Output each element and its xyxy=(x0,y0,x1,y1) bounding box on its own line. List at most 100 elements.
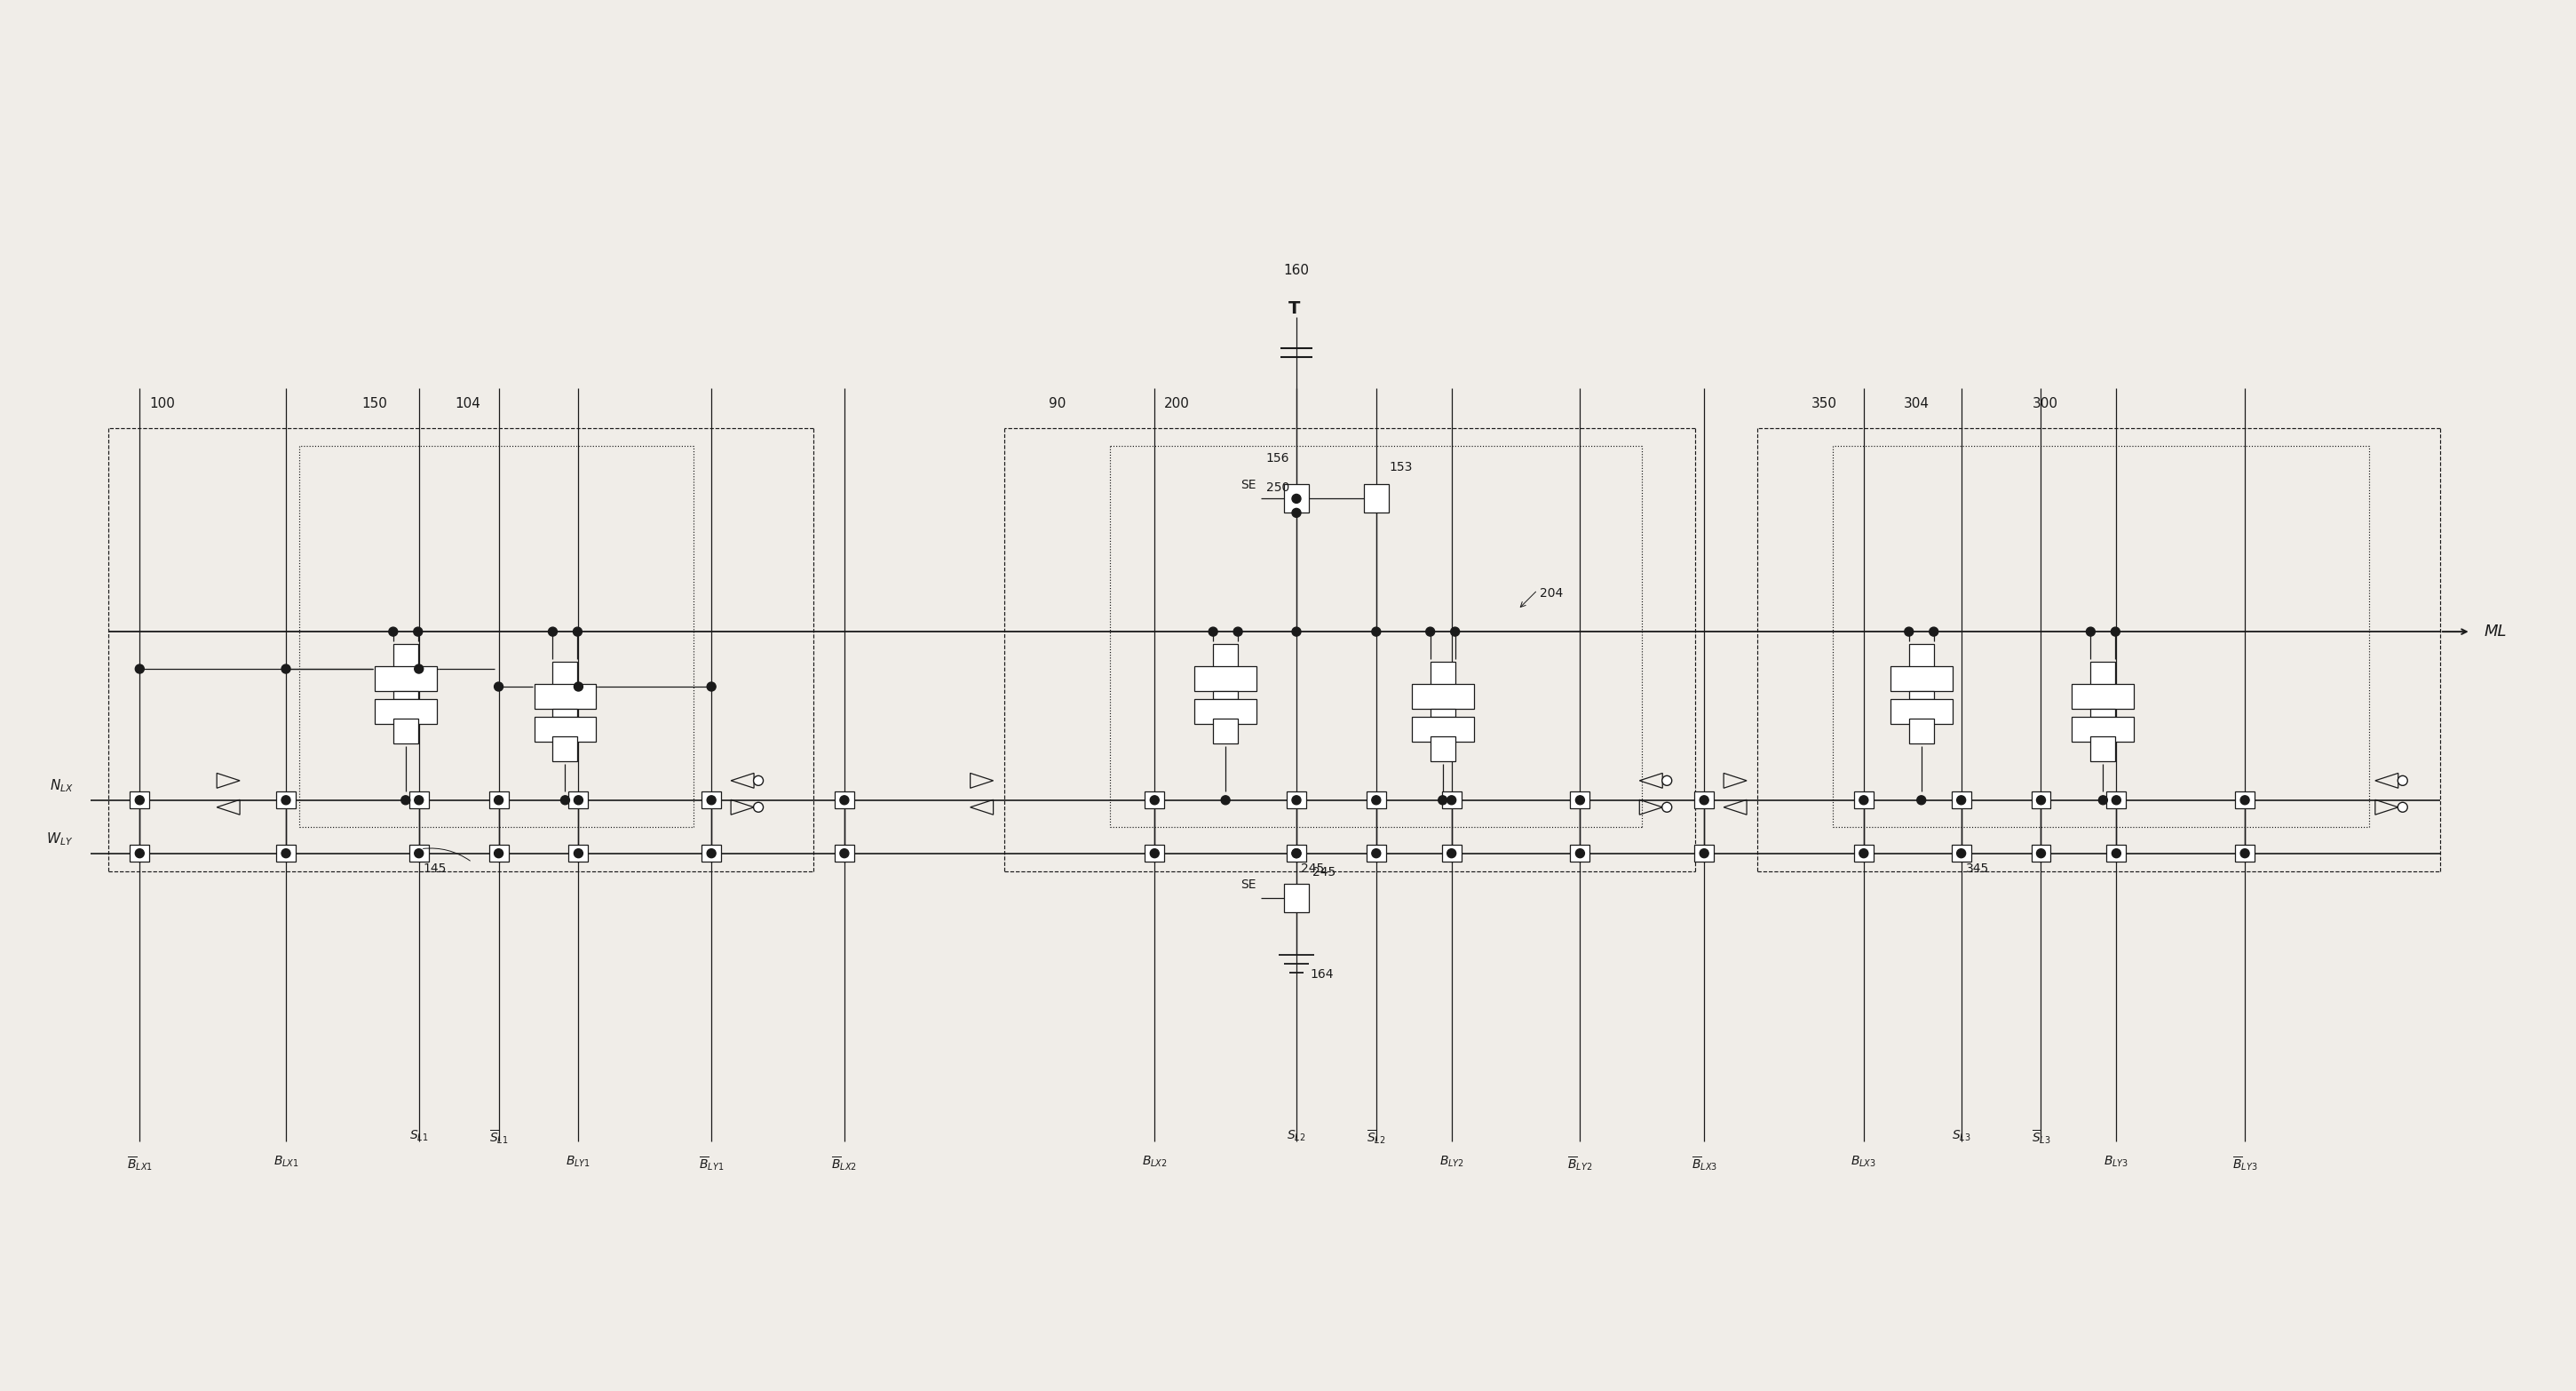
Text: 204: 204 xyxy=(1540,587,1564,600)
Text: 245: 245 xyxy=(1301,862,1324,875)
FancyBboxPatch shape xyxy=(1430,709,1455,716)
Circle shape xyxy=(1929,627,1937,636)
Text: $B_{LY1}$: $B_{LY1}$ xyxy=(567,1155,590,1170)
Text: 90: 90 xyxy=(1048,396,1066,410)
FancyBboxPatch shape xyxy=(2092,736,2115,761)
FancyBboxPatch shape xyxy=(835,791,855,808)
FancyBboxPatch shape xyxy=(554,736,577,761)
Circle shape xyxy=(1373,796,1381,804)
Text: $\overline{S}_{L2}$: $\overline{S}_{L2}$ xyxy=(1368,1128,1386,1146)
Circle shape xyxy=(2038,796,2045,804)
Circle shape xyxy=(281,796,291,804)
Circle shape xyxy=(1293,849,1301,858)
Text: $\overline{B}_{LX3}$: $\overline{B}_{LX3}$ xyxy=(1692,1155,1718,1173)
Circle shape xyxy=(1293,627,1301,636)
Circle shape xyxy=(1700,849,1708,858)
Circle shape xyxy=(1577,796,1584,804)
Text: $\overline{B}_{LY3}$: $\overline{B}_{LY3}$ xyxy=(2233,1155,2257,1173)
Circle shape xyxy=(1577,849,1584,858)
FancyBboxPatch shape xyxy=(701,791,721,808)
FancyBboxPatch shape xyxy=(2236,791,2254,808)
Circle shape xyxy=(1293,494,1301,504)
Text: $\overline{B}_{LX1}$: $\overline{B}_{LX1}$ xyxy=(126,1155,152,1173)
FancyBboxPatch shape xyxy=(2092,662,2115,687)
FancyBboxPatch shape xyxy=(569,791,587,808)
FancyBboxPatch shape xyxy=(1412,716,1473,741)
Circle shape xyxy=(137,796,144,804)
Circle shape xyxy=(1221,796,1229,804)
FancyBboxPatch shape xyxy=(1195,698,1257,723)
FancyBboxPatch shape xyxy=(1144,791,1164,808)
FancyBboxPatch shape xyxy=(1891,698,1953,723)
FancyBboxPatch shape xyxy=(1953,791,1971,808)
Text: 200: 200 xyxy=(1164,396,1190,410)
Circle shape xyxy=(1293,509,1301,517)
Circle shape xyxy=(2112,849,2120,858)
Circle shape xyxy=(2398,776,2409,786)
Circle shape xyxy=(2398,803,2409,812)
FancyBboxPatch shape xyxy=(1213,719,1239,743)
Text: ML: ML xyxy=(2483,623,2506,640)
Circle shape xyxy=(1958,796,1965,804)
Circle shape xyxy=(1662,803,1672,812)
Text: 150: 150 xyxy=(361,396,386,410)
FancyBboxPatch shape xyxy=(1909,691,1935,698)
Circle shape xyxy=(1234,627,1242,636)
FancyBboxPatch shape xyxy=(129,791,149,808)
Circle shape xyxy=(549,627,556,636)
Text: 300: 300 xyxy=(2032,396,2058,410)
Text: $S_{L3}$: $S_{L3}$ xyxy=(1953,1128,1971,1143)
Circle shape xyxy=(1448,796,1455,804)
Text: SE: SE xyxy=(1242,479,1257,491)
FancyBboxPatch shape xyxy=(2071,716,2133,741)
Circle shape xyxy=(1427,627,1435,636)
Circle shape xyxy=(1860,849,1868,858)
Text: 350: 350 xyxy=(1811,396,1837,410)
FancyBboxPatch shape xyxy=(2236,844,2254,862)
Circle shape xyxy=(574,796,582,804)
FancyBboxPatch shape xyxy=(1695,791,1713,808)
FancyBboxPatch shape xyxy=(410,791,428,808)
Circle shape xyxy=(415,796,422,804)
Text: $S_{L1}$: $S_{L1}$ xyxy=(410,1128,428,1143)
Circle shape xyxy=(389,627,397,636)
Circle shape xyxy=(415,849,422,858)
FancyBboxPatch shape xyxy=(1443,844,1461,862)
FancyBboxPatch shape xyxy=(554,662,577,687)
Text: SE: SE xyxy=(1242,878,1257,890)
Circle shape xyxy=(415,665,422,673)
FancyBboxPatch shape xyxy=(394,719,417,743)
Text: 100: 100 xyxy=(149,396,175,410)
FancyBboxPatch shape xyxy=(394,644,417,669)
FancyBboxPatch shape xyxy=(1953,844,1971,862)
Text: 250: 250 xyxy=(1265,481,1291,494)
FancyBboxPatch shape xyxy=(1430,736,1455,761)
FancyBboxPatch shape xyxy=(1909,719,1935,743)
Text: $S_{L2}$: $S_{L2}$ xyxy=(1288,1128,1306,1143)
Circle shape xyxy=(574,682,582,691)
Circle shape xyxy=(1662,776,1672,786)
FancyBboxPatch shape xyxy=(1283,484,1309,513)
Circle shape xyxy=(495,796,502,804)
FancyBboxPatch shape xyxy=(1909,644,1935,669)
Circle shape xyxy=(706,796,716,804)
FancyBboxPatch shape xyxy=(1695,844,1713,862)
FancyBboxPatch shape xyxy=(835,844,855,862)
Text: 153: 153 xyxy=(1388,462,1412,474)
Circle shape xyxy=(1149,796,1159,804)
Text: $W_{LY}$: $W_{LY}$ xyxy=(46,830,72,847)
FancyBboxPatch shape xyxy=(1144,844,1164,862)
FancyBboxPatch shape xyxy=(410,844,428,862)
Circle shape xyxy=(1450,627,1461,636)
FancyBboxPatch shape xyxy=(1891,666,1953,691)
Text: $B_{LY3}$: $B_{LY3}$ xyxy=(2105,1155,2128,1170)
FancyBboxPatch shape xyxy=(374,666,435,691)
Text: 156: 156 xyxy=(1265,452,1291,465)
FancyBboxPatch shape xyxy=(1285,844,1306,862)
Circle shape xyxy=(1373,849,1381,858)
Text: T: T xyxy=(1288,300,1301,317)
FancyBboxPatch shape xyxy=(129,844,149,862)
Text: $B_{LX3}$: $B_{LX3}$ xyxy=(1852,1155,1875,1170)
Circle shape xyxy=(2241,796,2249,804)
Circle shape xyxy=(572,627,582,636)
